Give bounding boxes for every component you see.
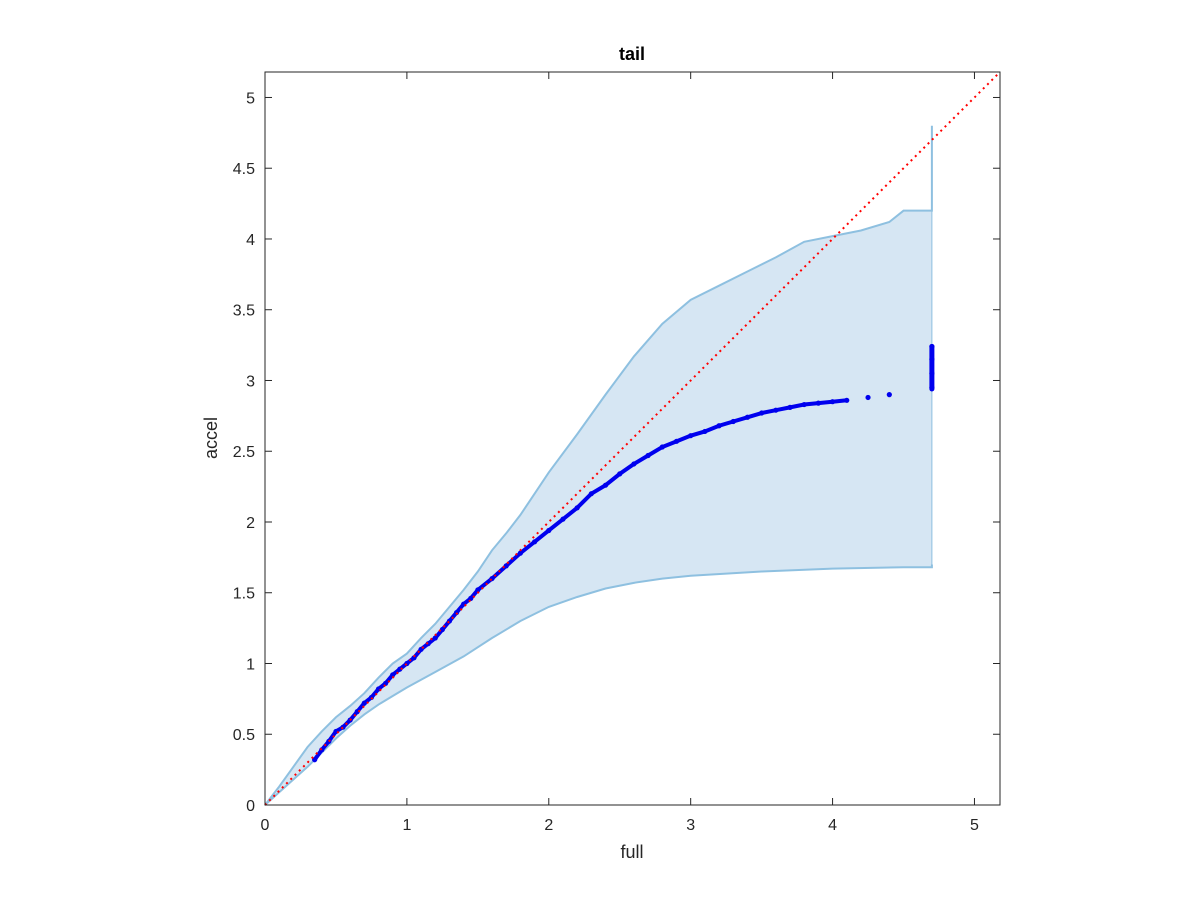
y-tick-label: 0 <box>246 798 255 815</box>
median-point <box>886 392 892 398</box>
median-point <box>829 399 836 405</box>
reference-diagonal <box>264 71 1001 806</box>
median-point <box>702 428 708 435</box>
median-point <box>645 452 651 459</box>
median-point <box>716 423 722 429</box>
x-axis-label: full <box>620 842 643 862</box>
confidence-band <box>265 210 932 806</box>
median-point <box>340 724 346 730</box>
y-tick-label: 3.5 <box>233 303 255 320</box>
median-point <box>744 414 751 420</box>
median-point <box>773 407 779 413</box>
x-tick-label: 1 <box>402 817 411 834</box>
y-tick-label: 1 <box>246 656 255 673</box>
median-point <box>688 433 694 439</box>
median-point <box>865 394 871 401</box>
median-point <box>546 527 552 534</box>
median-point <box>397 666 403 672</box>
median-point <box>390 672 396 678</box>
median-point <box>574 505 580 511</box>
y-tick-label: 2 <box>246 515 255 532</box>
median-point <box>354 709 360 715</box>
median-point <box>439 626 445 633</box>
median-point <box>404 660 410 667</box>
median-point <box>730 418 736 425</box>
median-point <box>531 539 538 545</box>
x-tick-label: 2 <box>544 817 553 834</box>
median-point <box>617 471 623 477</box>
x-tick-label: 0 <box>261 817 270 834</box>
chart-title: tail <box>619 44 645 64</box>
median-point <box>517 550 524 556</box>
y-tick-label: 4 <box>246 232 255 249</box>
plot-area <box>264 71 1001 806</box>
median-point <box>673 438 680 444</box>
x-tick-label: 5 <box>970 817 979 834</box>
median-point <box>844 397 850 403</box>
y-tick-label: 0.5 <box>233 727 255 744</box>
y-tick-label: 5 <box>246 90 255 107</box>
median-point <box>631 461 637 467</box>
axes-box <box>264 71 1001 806</box>
median-point <box>588 491 594 497</box>
x-tick-label: 4 <box>828 817 837 834</box>
median-point <box>361 700 367 706</box>
median-point <box>560 516 566 522</box>
y-axis-label: accel <box>201 417 221 459</box>
band-lower-line <box>264 564 933 806</box>
y-tick-label: 4.5 <box>233 161 255 178</box>
y-tick-label: 1.5 <box>233 586 255 603</box>
median-point <box>815 400 821 406</box>
median-point <box>659 444 665 450</box>
axis-ticks: 0 1 2 3 4 5 0 0.5 1 1.5 2 2.5 3 3.5 4 4.5 5 <box>233 72 1000 834</box>
median-point <box>759 410 765 416</box>
x-tick-label: 3 <box>686 817 695 834</box>
y-tick-label: 2.5 <box>233 444 255 461</box>
median-point <box>602 482 609 488</box>
median-point <box>503 563 509 569</box>
median-point <box>801 401 807 408</box>
median-point <box>787 404 793 410</box>
median-point <box>319 747 325 753</box>
y-tick-label: 3 <box>246 373 255 390</box>
band-upper-line <box>264 125 933 806</box>
median-point <box>432 635 438 641</box>
median-point <box>312 757 318 763</box>
median-point <box>475 587 481 593</box>
